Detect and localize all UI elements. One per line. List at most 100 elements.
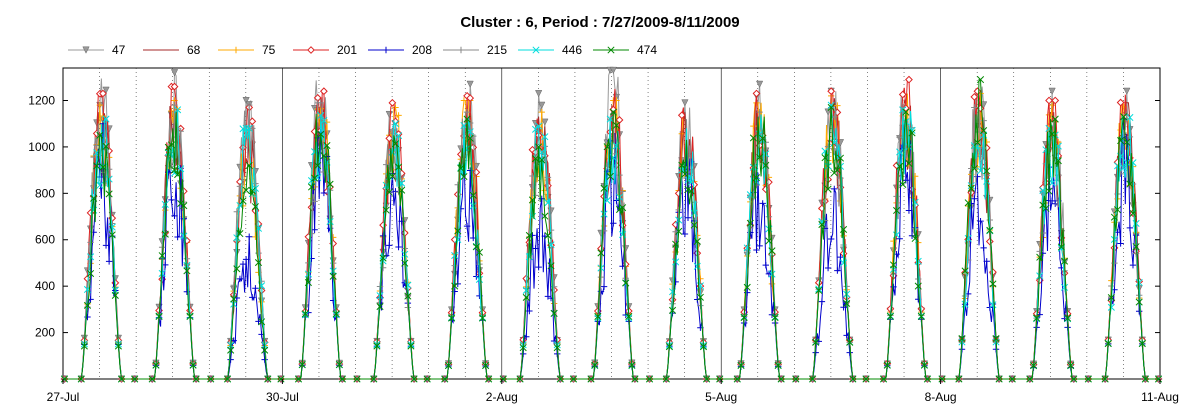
- data-point: [665, 343, 673, 351]
- legend-marker: [607, 46, 615, 54]
- data-point: [177, 199, 185, 208]
- data-point: [294, 375, 303, 383]
- legend-marker: [82, 46, 90, 54]
- data-point: [535, 263, 542, 271]
- data-point: [899, 106, 907, 114]
- data-point: [254, 258, 263, 267]
- data-point: [824, 185, 832, 193]
- legend-label: 201: [337, 43, 357, 57]
- data-point: [258, 298, 265, 306]
- data-point: [905, 75, 913, 84]
- data-point: [992, 335, 1000, 343]
- data-point: [376, 303, 384, 311]
- data-point: [83, 301, 92, 309]
- data-point: [645, 375, 654, 383]
- legend-label: 208: [412, 43, 432, 57]
- data-point: [102, 115, 110, 123]
- data-point: [812, 349, 819, 356]
- data-point: [591, 361, 599, 369]
- data-point: [955, 375, 963, 383]
- data-point: [1107, 294, 1115, 302]
- data-point: [183, 255, 191, 262]
- data-point: [475, 275, 483, 283]
- data-point: [171, 212, 178, 220]
- data-point: [102, 142, 110, 150]
- data-point: [108, 223, 116, 231]
- data-point: [385, 134, 394, 143]
- data-point: [989, 280, 997, 288]
- data-point: [843, 299, 851, 307]
- data-point: [1138, 340, 1146, 348]
- data-point: [622, 279, 630, 287]
- data-point: [87, 269, 95, 278]
- data-point: [1036, 272, 1044, 280]
- data-point: [677, 111, 686, 120]
- data-point: [463, 115, 471, 123]
- data-point: [631, 375, 639, 383]
- data-point: [1039, 186, 1047, 194]
- data-point: [457, 164, 465, 172]
- data-point: [180, 202, 188, 210]
- data-point: [311, 174, 319, 182]
- data-point: [320, 189, 328, 197]
- data-point: [314, 174, 322, 182]
- data-point: [753, 246, 760, 254]
- data-point: [883, 361, 891, 369]
- data-point: [93, 162, 101, 170]
- data-point: [385, 188, 393, 196]
- data-point: [161, 200, 169, 208]
- data-point: [373, 342, 381, 350]
- data-point: [1070, 375, 1078, 383]
- data-point: [980, 127, 988, 135]
- data-point: [971, 195, 978, 202]
- data-point: [242, 186, 250, 194]
- data-point: [304, 278, 312, 287]
- data-point: [1054, 157, 1062, 165]
- data-point: [174, 171, 182, 179]
- data-point: [230, 295, 238, 303]
- data-point: [148, 375, 156, 383]
- data-point: [821, 147, 829, 155]
- data-point: [236, 201, 244, 210]
- data-point: [246, 233, 253, 240]
- data-point: [768, 270, 776, 278]
- legend-item-47: 47: [68, 43, 126, 57]
- data-point: [923, 375, 931, 383]
- data-point: [338, 375, 346, 383]
- data-point: [983, 167, 991, 175]
- data-point: [538, 101, 546, 109]
- data-point: [1030, 362, 1038, 370]
- series-layer: [60, 66, 1163, 383]
- data-point: [550, 337, 558, 345]
- data-point: [379, 232, 387, 240]
- data-point: [307, 183, 316, 191]
- data-point: [317, 99, 324, 107]
- data-point: [824, 162, 832, 170]
- data-point: [538, 148, 546, 156]
- data-point: [756, 242, 763, 250]
- data-point: [1110, 235, 1118, 243]
- data-point: [1120, 164, 1128, 172]
- data-point: [314, 161, 322, 170]
- data-point: [687, 187, 695, 195]
- legend-label: 75: [262, 43, 276, 57]
- data-point: [612, 121, 620, 129]
- data-point: [319, 87, 328, 96]
- data-point: [971, 104, 978, 111]
- data-point: [236, 275, 244, 283]
- data-point: [681, 170, 689, 178]
- data-point: [392, 104, 399, 111]
- data-point: [818, 221, 826, 229]
- data-point: [690, 221, 698, 229]
- data-point: [323, 141, 331, 150]
- data-point: [242, 124, 250, 132]
- data-point: [600, 283, 608, 290]
- data-point: [77, 375, 85, 383]
- data-point: [699, 343, 708, 351]
- data-point: [973, 139, 982, 147]
- data-point: [463, 222, 471, 230]
- y-tick-label: 400: [35, 279, 55, 293]
- data-point: [189, 361, 197, 369]
- data-point: [90, 194, 98, 202]
- data-point: [251, 203, 259, 211]
